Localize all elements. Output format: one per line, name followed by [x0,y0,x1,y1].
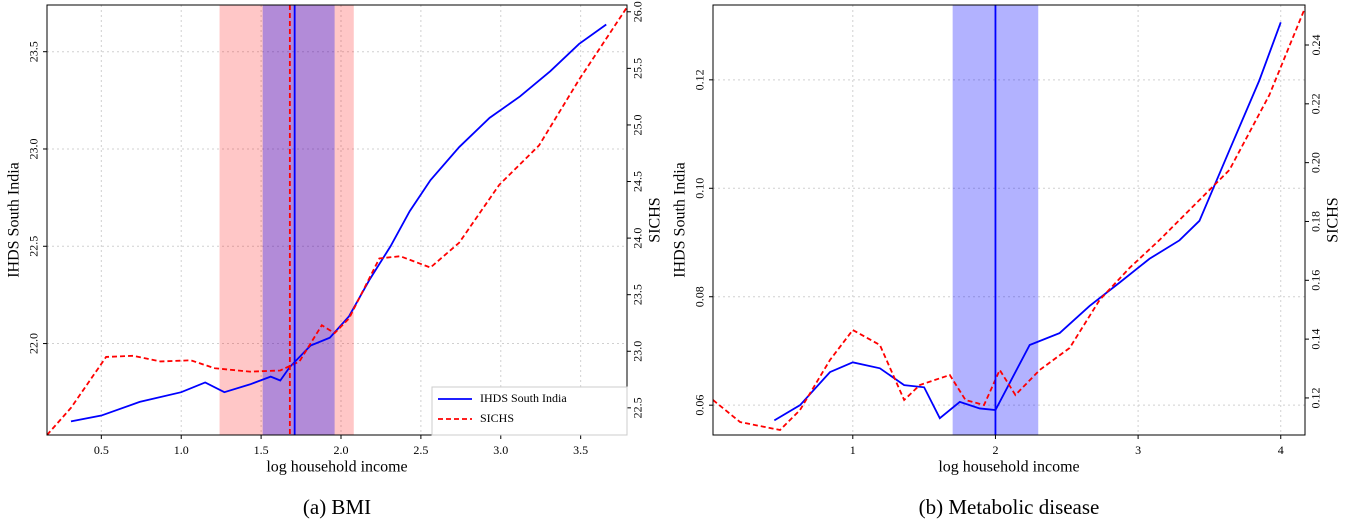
series-line [47,6,627,435]
x-tick-label: 2 [992,443,998,457]
legend-label: SICHS [480,411,514,425]
y2-axis-label: SICHS [647,197,664,242]
y-axis-label: IHDS South India [6,162,23,278]
y2-tick-label: 24.5 [631,171,645,192]
y2-tick-label: 0.24 [1309,35,1323,56]
y-tick-label: 0.06 [693,395,707,416]
x-tick-label: 2.5 [413,443,428,457]
band [262,5,335,435]
caption: (b) Metabolic disease [919,495,1100,519]
y2-tick-label: 0.14 [1309,329,1323,350]
y2-tick-label: 0.18 [1309,211,1323,232]
y-tick-label: 22.5 [27,236,41,257]
x-tick-label: 1.0 [174,443,189,457]
y2-tick-label: 23.0 [631,341,645,362]
y2-tick-label: 23.5 [631,284,645,305]
y-tick-label: 0.12 [693,69,707,90]
y-tick-label: 23.5 [27,41,41,62]
x-tick-label: 3.0 [493,443,508,457]
y2-tick-label: 0.22 [1309,93,1323,114]
y-axis-label: IHDS South India [672,162,689,278]
x-tick-label: 4 [1278,443,1284,457]
y2-tick-label: 22.5 [631,397,645,418]
x-tick-label: 3 [1135,443,1141,457]
y2-tick-label: 0.20 [1309,152,1323,173]
series-line [773,22,1282,422]
band [219,5,354,435]
x-tick-label: 2.0 [333,443,348,457]
x-tick-label: 3.5 [573,443,588,457]
legend-label: IHDS South India [480,391,567,405]
y-tick-label: 23.0 [27,138,41,159]
y-tick-label: 22.0 [27,333,41,354]
plot-frame [712,4,1306,436]
x-axis-label: log household income [938,459,1079,476]
plot-frame [46,4,628,436]
x-axis-label: log household income [266,459,407,476]
x-tick-label: 1 [850,443,856,457]
x-tick-label: 1.5 [254,443,269,457]
y2-axis-label: SICHS [1325,197,1342,242]
y2-tick-label: 0.12 [1309,387,1323,408]
y2-tick-label: 26.0 [631,1,645,22]
x-tick-label: 0.5 [94,443,109,457]
y2-tick-label: 25.0 [631,114,645,135]
legend-box [431,386,628,436]
y-tick-label: 0.10 [693,178,707,199]
y2-tick-label: 24.0 [631,228,645,249]
series-line [713,7,1305,431]
series-line [70,23,607,423]
y2-tick-label: 25.5 [631,58,645,79]
y2-tick-label: 0.16 [1309,270,1323,291]
caption: (a) BMI [303,495,371,519]
y-tick-label: 0.08 [693,286,707,307]
